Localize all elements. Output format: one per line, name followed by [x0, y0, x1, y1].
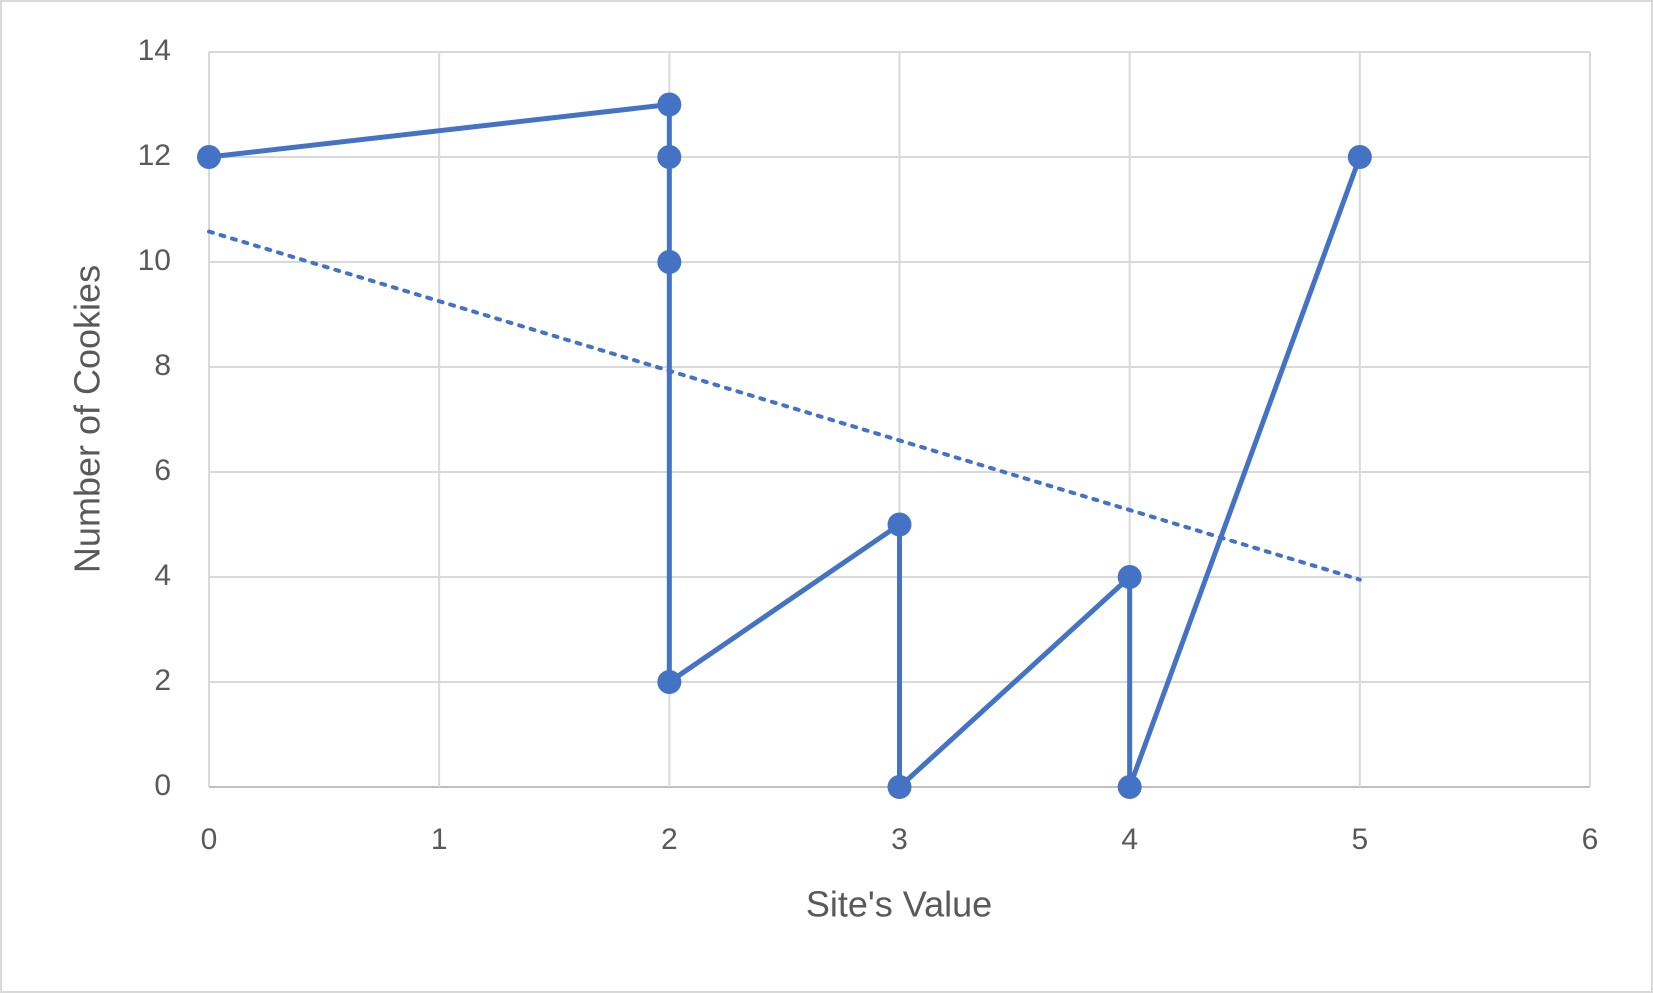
y-tick-label: 6 [154, 454, 171, 487]
x-axis-title: Site's Value [806, 884, 992, 925]
point [657, 92, 682, 117]
y-tick-label: 8 [154, 349, 171, 382]
x-tick-label: 5 [1351, 823, 1368, 856]
point [1117, 565, 1142, 589]
trendline [207, 229, 1362, 582]
point [657, 145, 682, 169]
y-tick-label: 12 [138, 139, 171, 172]
x-tick-label: 6 [1582, 823, 1599, 856]
y-tick-label: 2 [154, 664, 171, 697]
point [657, 670, 682, 694]
point [887, 512, 912, 537]
x-tick-label: 0 [201, 823, 218, 856]
point [887, 775, 912, 799]
series-line [208, 102, 1363, 790]
y-tick-label: 0 [154, 769, 171, 802]
point [657, 250, 682, 274]
point [1347, 145, 1372, 169]
x-tick-label: 2 [661, 823, 678, 856]
y-tick-label: 10 [138, 244, 171, 277]
x-tick-label: 3 [891, 823, 908, 856]
point [1117, 775, 1142, 799]
point [197, 145, 221, 169]
x-tick-label: 1 [431, 823, 448, 856]
y-tick-label: 14 [138, 34, 171, 67]
y-tick-label: 4 [154, 559, 171, 592]
y-axis-title: Number of Cookies [67, 265, 108, 573]
x-tick-label: 4 [1121, 823, 1138, 856]
